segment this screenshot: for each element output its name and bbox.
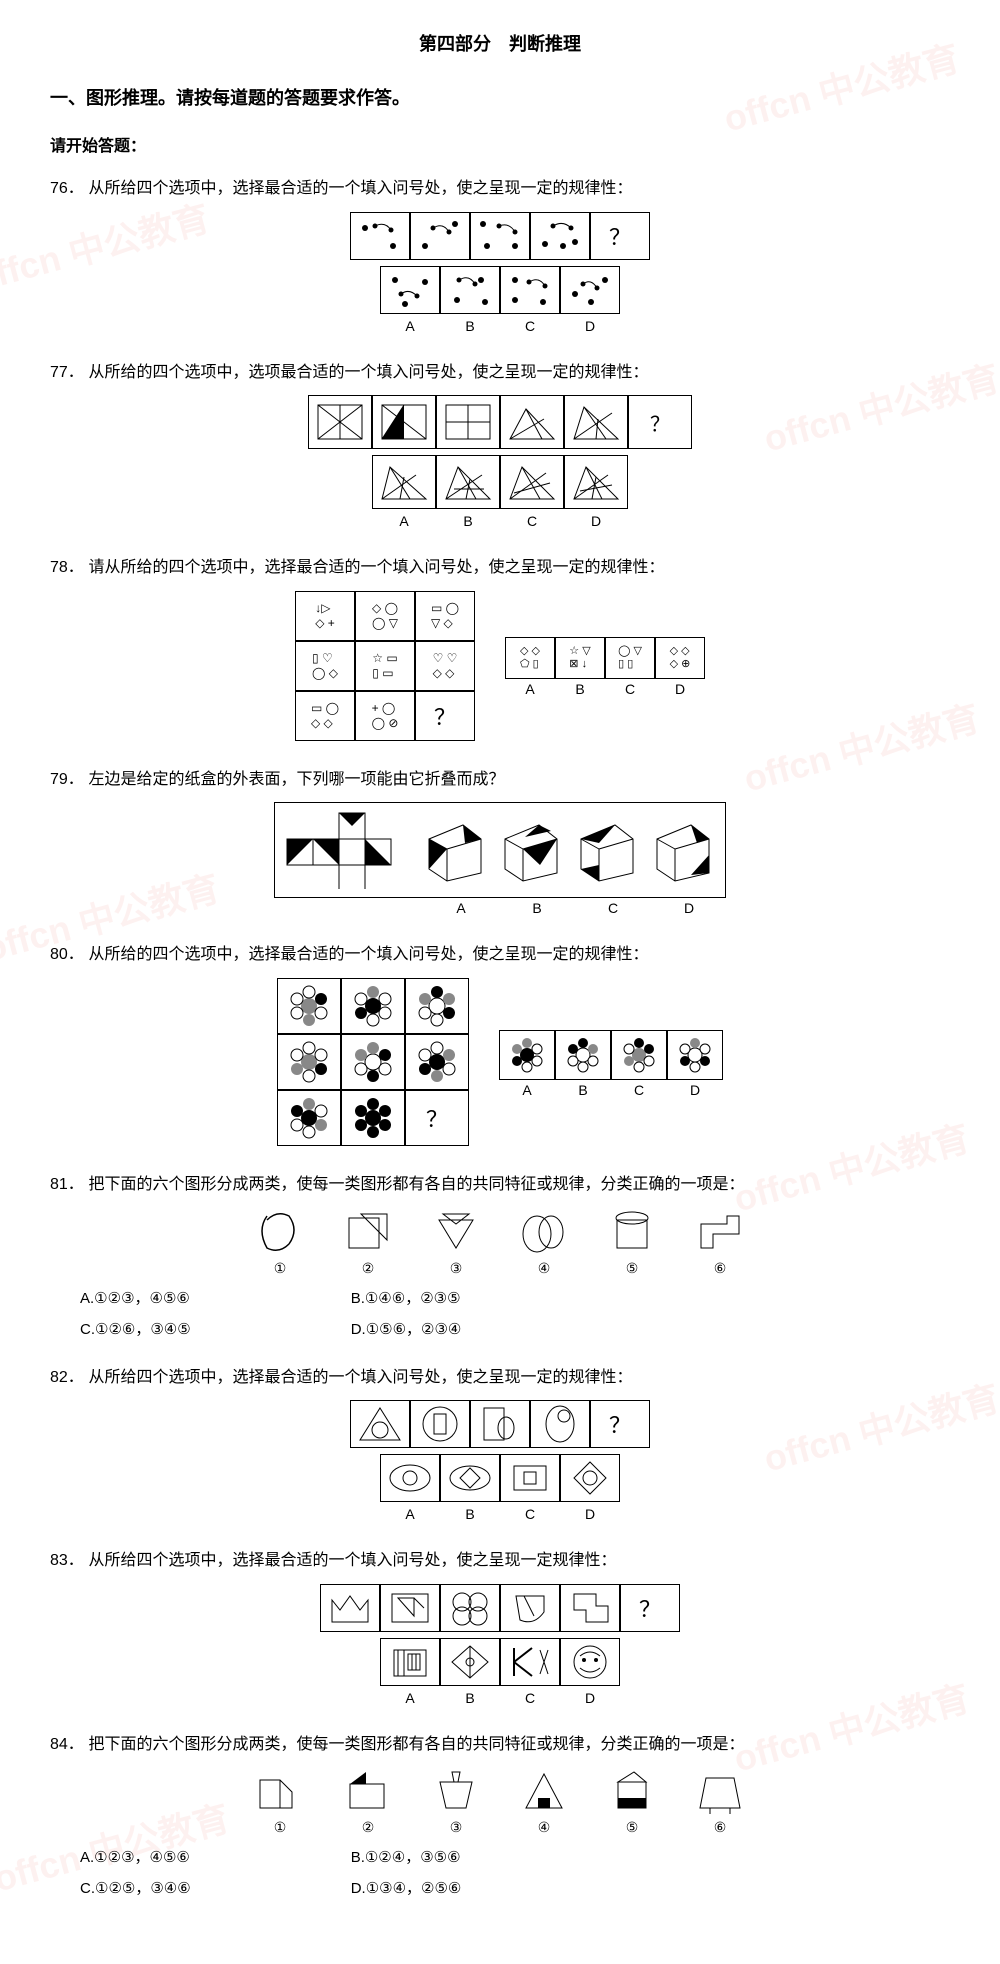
options: A.①②③，④⑤⑥ C.①②⑥，③④⑤ B.①④⑥，②③⑤ D.①⑤⑥，②③④ <box>80 1287 950 1339</box>
option-label: C <box>500 318 560 334</box>
question-81: 81． 把下面的六个图形分成两类，使每一类图形都有各自的共同特征或规律，分类正确… <box>50 1172 950 1339</box>
option-d: D.①⑤⑥，②③④ <box>351 1318 462 1339</box>
begin-answer-line: 请开始答题： <box>50 132 950 156</box>
question-82: 82． 从所给四个选项中，选择最合适的一个填入问号处，使之呈现一定的规律性： ？… <box>50 1365 950 1523</box>
grid-3x3: ↓▷◇ + ◇ ◯◯ ▽ ▭ ◯▽ ◇ ▯ ♡◯ ◇ ☆ ▭▯ ▭ ♡ ♡◇ ◇… <box>295 591 475 741</box>
option-label: B <box>440 318 500 334</box>
question-stem: 77． 从所给的四个选项中，选项最合适的一个填入问号处，使之呈现一定的规律性： <box>50 360 950 386</box>
question-83: 83． 从所给四个选项中，选择最合适的一个填入问号处，使之呈现一定规律性： ？ … <box>50 1548 950 1706</box>
option-label: D <box>560 318 620 334</box>
page-title: 第四部分 判断推理 <box>50 30 950 56</box>
cube-net <box>283 811 403 889</box>
question-text: 从所给四个选项中，选择最合适的一个填入问号处，使之呈现一定的规律性： <box>88 180 632 197</box>
section-title: 一、图形推理。请按每道题的答题要求作答。 <box>50 84 950 110</box>
option-b: B.①④⑥，②③⑤ <box>351 1287 462 1308</box>
option-label: A <box>380 318 440 334</box>
question-stem: 76． 从所给四个选项中，选择最合适的一个填入问号处，使之呈现一定的规律性： <box>50 176 950 202</box>
option-a: A.①②③，④⑤⑥ <box>80 1287 191 1308</box>
question-79: 79． 左边是给定的纸盒的外表面，下列哪一项能由它折叠而成？ <box>50 767 950 917</box>
question-number: 76． <box>50 176 84 202</box>
option-c: C.①②⑥，③④⑤ <box>80 1318 191 1339</box>
question-80: 80． 从所给的四个选项中，选择最合适的一个填入问号处，使之呈现一定的规律性： … <box>50 942 950 1146</box>
question-78: 78． 请从所给的四个选项中，选择最合适的一个填入问号处，使之呈现一定的规律性：… <box>50 555 950 741</box>
question-84: 84． 把下面的六个图形分成两类，使每一类图形都有各自的共同特征或规律，分类正确… <box>50 1732 950 1899</box>
figure-area: ？ A B C D <box>50 212 950 334</box>
question-76: 76． 从所给四个选项中，选择最合适的一个填入问号处，使之呈现一定的规律性： ？… <box>50 176 950 334</box>
question-77: 77． 从所给的四个选项中，选项最合适的一个填入问号处，使之呈现一定的规律性： … <box>50 360 950 530</box>
question-mark-cell: ？ <box>590 212 650 260</box>
